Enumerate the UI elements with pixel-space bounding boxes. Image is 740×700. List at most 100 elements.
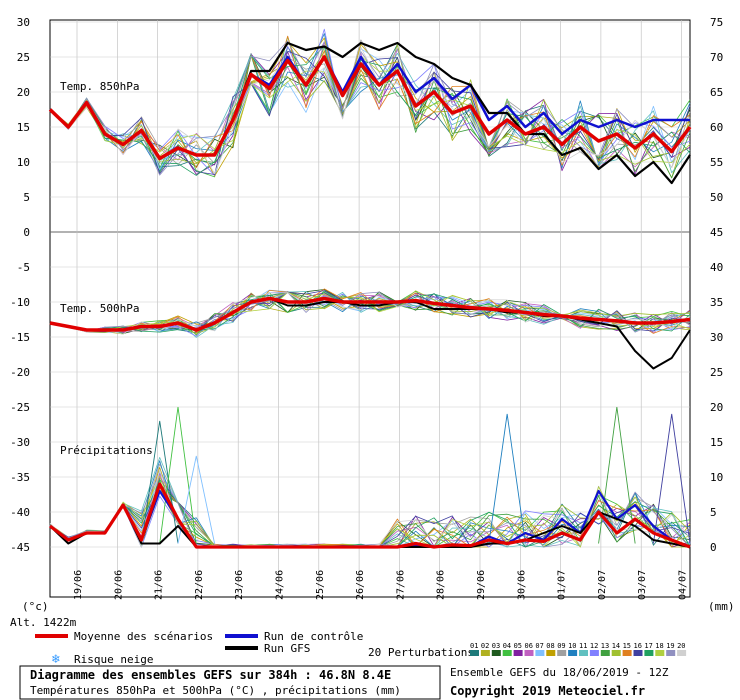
perturbation-swatch [568, 650, 578, 656]
y-tick-label: 10 [17, 156, 30, 169]
right-tick-label: 75 [710, 16, 723, 29]
perturbation-id: 05 [514, 642, 522, 650]
right-tick-label: 35 [710, 296, 723, 309]
y-tick-label: 20 [17, 86, 30, 99]
mean-line-850 [48, 55, 692, 161]
perturbation-id: 14 [612, 642, 620, 650]
precip-spike [177, 455, 216, 544]
x-tick-label: 20/06 [113, 570, 124, 600]
right-tick-label: 10 [710, 471, 723, 484]
right-tick-label: 45 [710, 226, 723, 239]
perturbation-id: 09 [557, 642, 565, 650]
x-tick-label: 26/06 [355, 570, 366, 600]
right-tick-label: 60 [710, 121, 723, 134]
perturbation-line-500 [49, 291, 691, 333]
perturbation-id: 11 [579, 642, 587, 650]
y-tick-label: 5 [23, 191, 30, 204]
panel-label: Temp. 500hPa [60, 302, 139, 315]
x-tick-label: 27/06 [395, 570, 406, 600]
perturbation-swatch [677, 650, 687, 656]
perturbation-line-850 [49, 50, 691, 175]
perturbation-id: 01 [470, 642, 478, 650]
legend-perturbations-label: 20 Perturbations [368, 646, 474, 659]
legend-mean-label: Moyenne des scénarios [74, 630, 213, 643]
x-tick-label: 01/07 [557, 570, 568, 600]
perturbation-swatch [502, 650, 512, 656]
y-tick-label: -40 [10, 506, 30, 519]
right-tick-label: 25 [710, 366, 723, 379]
right-tick-label: 5 [710, 506, 717, 519]
title-box [19, 665, 441, 700]
perturbation-line-850 [49, 35, 691, 169]
perturbation-id: 06 [525, 642, 533, 650]
right-tick-label: 15 [710, 436, 723, 449]
perturbation-swatch [611, 650, 621, 656]
perturbation-swatch [589, 650, 599, 656]
bottom-panel-frame [49, 231, 691, 598]
perturbation-swatch [513, 650, 523, 656]
x-tick-label: 29/06 [476, 570, 487, 600]
perturbation-id: 08 [546, 642, 554, 650]
right-tick-label: 0 [710, 541, 717, 554]
panel-label: Temp. 850hPa [60, 80, 139, 93]
perturbation-id: 12 [590, 642, 598, 650]
mean-line-500 [49, 296, 691, 332]
perturbation-id: 13 [601, 642, 609, 650]
perturbation-swatch [666, 650, 676, 656]
x-tick-label: 28/06 [436, 570, 447, 600]
copyright: Copyright 2019 Meteociel.fr [450, 684, 646, 698]
perturbation-swatch [579, 650, 588, 656]
right-tick-label: 40 [710, 261, 723, 274]
x-tick-label: 04/07 [678, 570, 689, 600]
right-tick-label: 20 [710, 401, 723, 414]
perturbation-id: 18 [655, 642, 663, 650]
perturbation-line-850 [49, 37, 691, 177]
chart-title: Diagramme des ensembles GEFS sur 384h : … [30, 668, 392, 682]
x-tick-label: 22/06 [194, 570, 205, 600]
perturbation-swatch [600, 650, 610, 656]
y-tick-label: -45 [10, 541, 30, 554]
precip-spike [652, 413, 691, 544]
perturbation-line-500 [49, 288, 691, 334]
legend-snow-label: Risque neige [74, 653, 153, 666]
perturbation-swatch [557, 650, 567, 656]
chart-series [48, 28, 692, 549]
y-tick-label: 25 [17, 51, 30, 64]
y-tick-label: -30 [10, 436, 30, 449]
y-tick-label: -20 [10, 366, 30, 379]
y-tick-label: -5 [17, 261, 30, 274]
precip-spike [598, 406, 636, 544]
perturbation-swatch [470, 650, 479, 656]
y-tick-label: -15 [10, 331, 30, 344]
right-tick-label: 65 [710, 86, 723, 99]
left-unit-label: (°c) [22, 600, 49, 613]
mean-line-precip [49, 482, 691, 549]
perturbation-id: 15 [623, 642, 631, 650]
perturbation-swatch [535, 650, 545, 656]
perturbation-swatch [491, 650, 501, 656]
perturbation-swatch [524, 650, 534, 656]
y-tick-label: -35 [10, 471, 30, 484]
perturbation-line-850 [49, 39, 691, 169]
perturbation-id: 17 [644, 642, 652, 650]
perturbation-swatch [633, 650, 643, 656]
perturbation-swatch [546, 650, 556, 656]
perturbation-swatch [655, 650, 665, 656]
right-tick-label: 55 [710, 156, 723, 169]
perturbation-swatch [480, 650, 490, 656]
perturbation-id: 16 [634, 642, 642, 650]
y-tick-label: 0 [23, 226, 30, 239]
perturbation-id: 02 [481, 642, 489, 650]
perturbation-line-850 [49, 46, 691, 175]
x-tick-label: 03/07 [637, 570, 648, 600]
y-tick-label: -10 [10, 296, 30, 309]
right-tick-label: 30 [710, 331, 723, 344]
perturbation-line-850 [49, 36, 691, 178]
perturbation-line-850 [49, 28, 691, 176]
y-tick-label: 15 [17, 121, 30, 134]
perturbation-line-500 [49, 291, 691, 334]
y-tick-label: 30 [17, 16, 30, 29]
x-tick-label: 02/07 [597, 570, 608, 600]
right-unit-label: (mm) [708, 600, 735, 613]
perturbation-id: 04 [503, 642, 511, 650]
